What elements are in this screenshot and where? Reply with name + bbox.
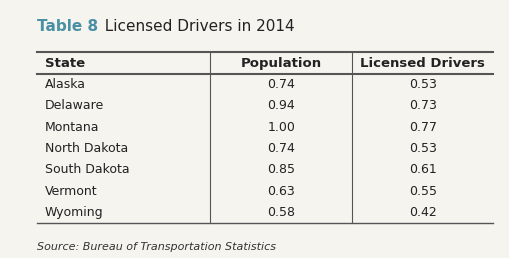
Text: South Dakota: South Dakota [44, 164, 129, 176]
Text: Alaska: Alaska [44, 78, 86, 91]
Text: State: State [44, 57, 84, 70]
Text: Source: Bureau of Transportation Statistics: Source: Bureau of Transportation Statist… [37, 241, 275, 252]
Text: 0.53: 0.53 [408, 78, 436, 91]
Text: Licensed Drivers: Licensed Drivers [359, 57, 484, 70]
Text: 0.74: 0.74 [267, 78, 295, 91]
Text: Licensed Drivers in 2014: Licensed Drivers in 2014 [95, 19, 294, 34]
Text: 0.61: 0.61 [408, 164, 436, 176]
Text: North Dakota: North Dakota [44, 142, 127, 155]
Text: 0.77: 0.77 [408, 121, 436, 134]
Text: 1.00: 1.00 [267, 121, 295, 134]
Text: 0.42: 0.42 [408, 206, 436, 219]
Text: Population: Population [240, 57, 321, 70]
Text: Vermont: Vermont [44, 185, 97, 198]
Text: Wyoming: Wyoming [44, 206, 103, 219]
Text: 0.85: 0.85 [267, 164, 295, 176]
Text: Delaware: Delaware [44, 99, 103, 112]
Text: 0.94: 0.94 [267, 99, 294, 112]
Text: 0.74: 0.74 [267, 142, 295, 155]
Text: Montana: Montana [44, 121, 99, 134]
Text: 0.63: 0.63 [267, 185, 294, 198]
Text: 0.73: 0.73 [408, 99, 436, 112]
Text: 0.53: 0.53 [408, 142, 436, 155]
Text: 0.58: 0.58 [267, 206, 295, 219]
Text: Table 8: Table 8 [37, 19, 98, 34]
Text: 0.55: 0.55 [408, 185, 436, 198]
